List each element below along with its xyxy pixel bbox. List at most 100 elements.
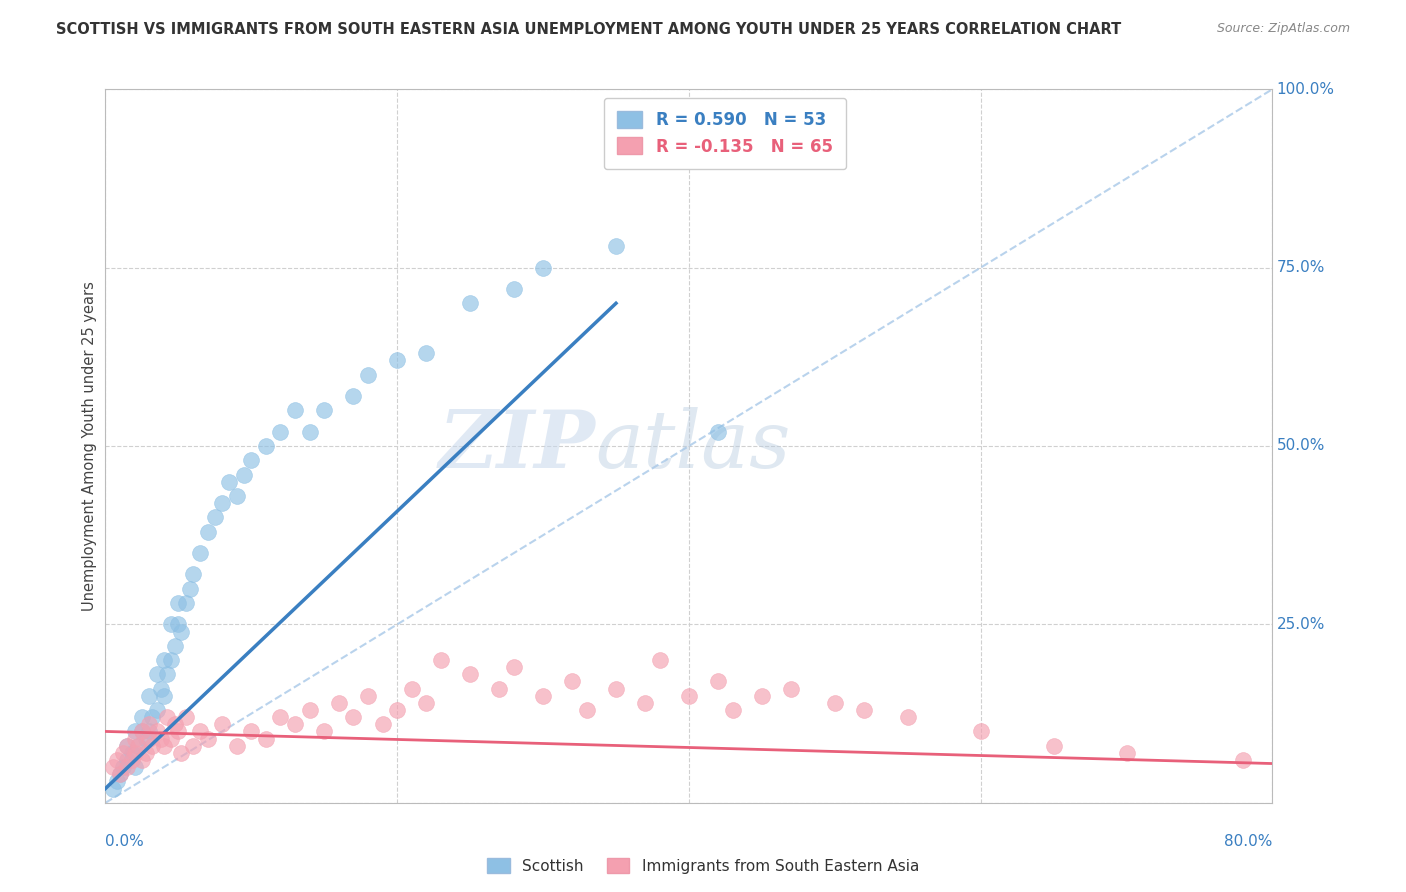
Point <box>721 703 744 717</box>
Point <box>502 660 524 674</box>
Point <box>105 774 128 789</box>
Point <box>105 753 128 767</box>
Point <box>135 731 157 746</box>
Point <box>240 453 263 467</box>
Point <box>531 260 554 275</box>
Point <box>121 753 143 767</box>
Point <box>401 681 423 696</box>
Point <box>135 746 157 760</box>
Point <box>181 739 204 753</box>
Point <box>371 717 394 731</box>
Point <box>575 703 598 717</box>
Point <box>181 567 204 582</box>
Point <box>385 353 408 368</box>
Point <box>165 639 187 653</box>
Point <box>254 731 277 746</box>
Point <box>165 717 187 731</box>
Point <box>342 389 364 403</box>
Point <box>197 731 219 746</box>
Point <box>141 710 163 724</box>
Point <box>269 425 292 439</box>
Point <box>141 739 163 753</box>
Point <box>824 696 846 710</box>
Point <box>160 653 183 667</box>
Point <box>233 467 256 482</box>
Point <box>108 767 131 781</box>
Point <box>160 617 183 632</box>
Point <box>117 753 139 767</box>
Point <box>152 689 174 703</box>
Text: ZIP: ZIP <box>439 408 596 484</box>
Point <box>254 439 277 453</box>
Point <box>458 296 481 310</box>
Point <box>211 717 233 731</box>
Point <box>284 717 307 731</box>
Point <box>124 746 146 760</box>
Point <box>124 724 146 739</box>
Point <box>188 724 211 739</box>
Point <box>149 731 172 746</box>
Point <box>111 746 134 760</box>
Point <box>167 617 190 632</box>
Point <box>284 403 307 417</box>
Point <box>108 767 131 781</box>
Point <box>152 653 174 667</box>
Point <box>852 703 875 717</box>
Point <box>605 681 627 696</box>
Legend: Scottish, Immigrants from South Eastern Asia: Scottish, Immigrants from South Eastern … <box>481 852 925 880</box>
Point <box>170 624 193 639</box>
Point <box>124 731 146 746</box>
Point <box>131 710 153 724</box>
Point <box>707 674 730 689</box>
Point <box>124 760 146 774</box>
Text: 75.0%: 75.0% <box>1277 260 1324 275</box>
Point <box>218 475 240 489</box>
Point <box>145 703 167 717</box>
Point <box>385 703 408 717</box>
Text: SCOTTISH VS IMMIGRANTS FROM SOUTH EASTERN ASIA UNEMPLOYMENT AMONG YOUTH UNDER 25: SCOTTISH VS IMMIGRANTS FROM SOUTH EASTER… <box>56 22 1122 37</box>
Point <box>1042 739 1064 753</box>
Text: 0.0%: 0.0% <box>105 834 145 849</box>
Point <box>648 653 671 667</box>
Point <box>357 368 380 382</box>
Text: atlas: atlas <box>596 408 792 484</box>
Point <box>138 689 160 703</box>
Point <box>634 696 657 710</box>
Point <box>174 710 197 724</box>
Point <box>298 425 321 439</box>
Point <box>225 489 247 503</box>
Point <box>707 425 730 439</box>
Point <box>170 746 193 760</box>
Point <box>160 731 183 746</box>
Point <box>415 696 437 710</box>
Point <box>969 724 991 739</box>
Point <box>179 582 201 596</box>
Point <box>101 781 124 796</box>
Point <box>780 681 803 696</box>
Point <box>561 674 583 689</box>
Point <box>211 496 233 510</box>
Point <box>117 739 139 753</box>
Point <box>149 681 172 696</box>
Point <box>531 689 554 703</box>
Point <box>167 596 190 610</box>
Point <box>131 724 153 739</box>
Point <box>145 724 167 739</box>
Point <box>328 696 350 710</box>
Point <box>342 710 364 724</box>
Point <box>605 239 627 253</box>
Point <box>502 282 524 296</box>
Point <box>101 760 124 774</box>
Y-axis label: Unemployment Among Youth under 25 years: Unemployment Among Youth under 25 years <box>82 281 97 611</box>
Point <box>1232 753 1254 767</box>
Point <box>314 724 336 739</box>
Point <box>197 524 219 539</box>
Point <box>117 739 139 753</box>
Point <box>1115 746 1137 760</box>
Point <box>156 667 179 681</box>
Point <box>127 739 149 753</box>
Point <box>188 546 211 560</box>
Point <box>121 746 143 760</box>
Point <box>225 739 247 753</box>
Point <box>111 760 134 774</box>
